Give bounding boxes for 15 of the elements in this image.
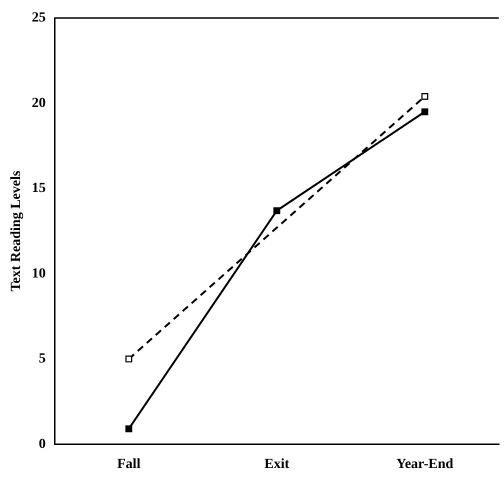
y-tick-label: 15	[32, 181, 46, 196]
y-tick-label: 5	[38, 352, 46, 367]
y-tick-label: 20	[32, 96, 46, 111]
x-tick-label: Exit	[264, 457, 290, 472]
y-tick-label: 10	[32, 266, 46, 282]
y-tick-label: 25	[32, 10, 46, 26]
point	[421, 92, 428, 100]
point	[273, 207, 280, 214]
y-tick-label: 0	[38, 436, 46, 452]
point	[421, 108, 428, 116]
x-tick-label: Year-End	[396, 457, 454, 472]
point	[125, 425, 132, 432]
point	[125, 356, 132, 362]
x-tick-label: Fall	[117, 457, 141, 472]
y-axis-title: Text Reading Levels	[9, 170, 24, 292]
